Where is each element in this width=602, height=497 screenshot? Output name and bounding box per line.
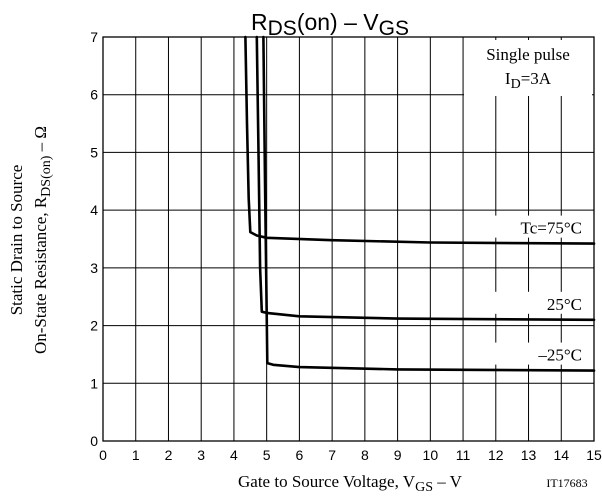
plot-frame xyxy=(102,36,595,442)
x-tick-label-4: 4 xyxy=(230,447,238,463)
x-tick-label-5: 5 xyxy=(263,447,271,463)
y-tick-label-4: 4 xyxy=(90,202,98,218)
y-tick-label-5: 5 xyxy=(90,144,98,160)
curves xyxy=(244,35,596,372)
y-tick-label-3: 3 xyxy=(90,260,98,276)
condition-line2: ID=3A xyxy=(505,69,552,92)
x-tick-label-14: 14 xyxy=(553,447,569,463)
condition-box: Single pulse ID=3A xyxy=(464,40,592,96)
series-labels: Tc=75°C 25°C –25°C xyxy=(494,215,586,365)
x-tick-label-1: 1 xyxy=(132,447,140,463)
x-tick-label-12: 12 xyxy=(488,447,504,463)
series-label-2: –25°C xyxy=(537,346,582,365)
x-tick-label-11: 11 xyxy=(456,447,471,463)
y-tick-label-2: 2 xyxy=(90,318,98,334)
grid-lines xyxy=(103,37,594,441)
chart-title: RDS(on) – VGS xyxy=(251,9,409,40)
condition-line1: Single pulse xyxy=(486,45,570,64)
series-label-0: Tc=75°C xyxy=(521,219,582,238)
x-tick-labels: 0 1 2 3 4 5 6 7 8 9 10 11 12 13 14 15 xyxy=(99,447,602,463)
x-tick-label-9: 9 xyxy=(394,447,402,463)
curve-2 xyxy=(262,35,596,372)
y-tick-labels: 0 1 2 3 4 5 6 7 xyxy=(90,29,98,449)
x-tick-label-7: 7 xyxy=(328,447,336,463)
series-label-bg-2 xyxy=(494,342,586,365)
curve-1 xyxy=(255,35,596,322)
y-tick-label-6: 6 xyxy=(90,87,98,103)
y-tick-label-1: 1 xyxy=(90,375,98,391)
x-tick-label-3: 3 xyxy=(197,447,205,463)
x-tick-label-10: 10 xyxy=(423,447,439,463)
figure-id: IT17683 xyxy=(546,476,587,490)
series-label-bg-1 xyxy=(494,291,586,314)
x-tick-label-13: 13 xyxy=(521,447,537,463)
y-axis-label-line2: On-State Resistance, RDS(on) – Ω xyxy=(31,126,54,354)
condition-box-bg xyxy=(464,40,592,96)
x-tick-label-6: 6 xyxy=(296,447,304,463)
x-tick-label-2: 2 xyxy=(165,447,173,463)
y-axis-label-line1: Static Drain to Source xyxy=(7,165,26,316)
y-tick-label-0: 0 xyxy=(90,433,98,449)
x-axis-label: Gate to Source Voltage, VGS – V xyxy=(238,472,463,495)
series-label-1: 25°C xyxy=(547,295,582,314)
x-tick-label-8: 8 xyxy=(361,447,369,463)
x-tick-label-15: 15 xyxy=(586,447,602,463)
x-tick-label-0: 0 xyxy=(99,447,107,463)
series-label-bg-0 xyxy=(494,215,586,238)
curve-0 xyxy=(244,35,596,245)
y-tick-label-7: 7 xyxy=(90,29,98,45)
